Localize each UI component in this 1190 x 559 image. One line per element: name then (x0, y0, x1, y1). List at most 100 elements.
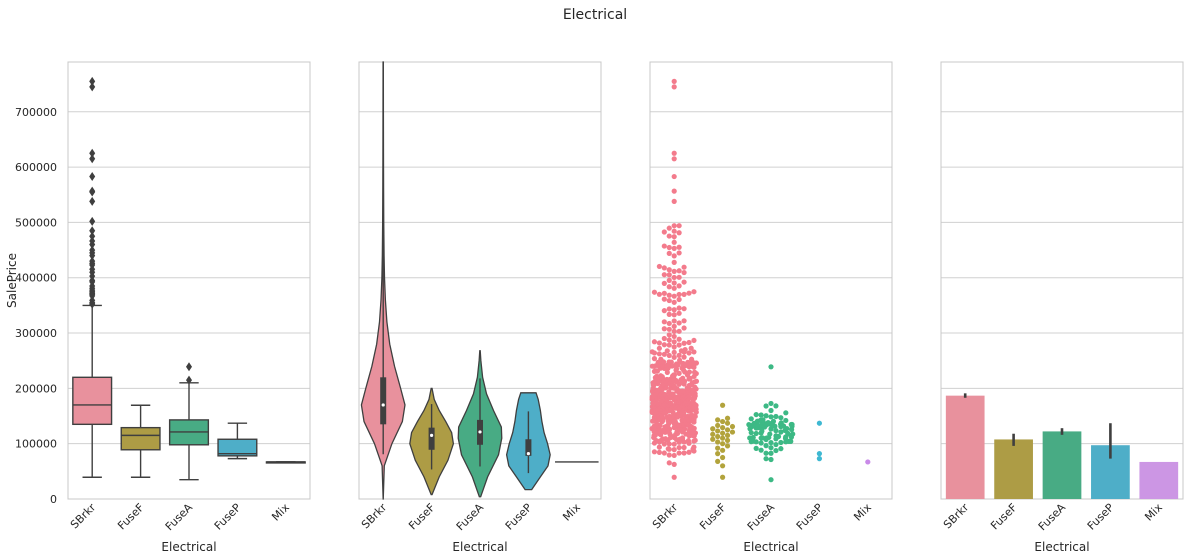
swarm-point (724, 437, 731, 443)
swarm-point (662, 436, 669, 442)
swarm-point (661, 342, 667, 348)
swarm-point (715, 428, 721, 434)
panel-violin: SBrkr FuseF FuseA FuseP Mix Electrical (358, 61, 602, 554)
box-flier (89, 299, 96, 309)
x-tick-label: FuseA (745, 501, 778, 534)
swarm-point (666, 225, 672, 231)
panel-box: 0 100000 200000 300000 400000 500000 600000 700… (5, 61, 311, 554)
swarm-point (720, 418, 726, 425)
swarm-point (661, 243, 667, 249)
swarm-point (715, 417, 721, 423)
swarm-point (682, 346, 688, 353)
box-body (120, 426, 161, 451)
y-axis-label: SalePrice (5, 253, 19, 308)
swarm-point (666, 297, 672, 304)
x-tick-label: FuseP (794, 501, 826, 533)
swarm-point (666, 342, 672, 348)
swarm-point (671, 253, 677, 259)
swarm-point (783, 417, 789, 424)
x-tick-label: SBrkr (941, 501, 972, 532)
swarm-point (671, 259, 677, 265)
swarm-point (656, 444, 662, 450)
y-tick-label: 0 (50, 493, 57, 506)
swarm-point (656, 263, 662, 270)
swarm-point (720, 463, 726, 469)
swarm-point (773, 441, 779, 448)
swarm-point (685, 438, 692, 444)
swarm-point (676, 268, 682, 274)
swarm-point (763, 413, 769, 419)
violin-median (478, 430, 482, 434)
swarm-point (666, 284, 672, 290)
chart-panels: 0 100000 200000 300000 400000 500000 600000 700… (5, 61, 1184, 554)
swarm-point (763, 403, 769, 409)
swarm-point (720, 402, 726, 408)
swarm-point (720, 441, 726, 447)
swarm-point (715, 439, 721, 445)
swarm-point (666, 233, 672, 239)
swarm-point (720, 430, 726, 436)
swarm-point (671, 333, 677, 340)
swarm-point (729, 423, 736, 430)
swarm-point (676, 444, 682, 451)
swarm-point (671, 312, 677, 318)
swarm-point (671, 461, 677, 467)
swarm-point (750, 438, 757, 444)
swarm-point (666, 244, 672, 251)
x-tick-label: FuseA (1036, 501, 1069, 534)
swarm-point (676, 296, 682, 303)
x-axis-label: Electrical (452, 540, 507, 554)
swarm-point (671, 447, 677, 453)
swarm-point (768, 364, 774, 370)
box-body (217, 438, 258, 457)
swarm-point (676, 291, 682, 298)
swarm-point (746, 422, 752, 428)
swarm-point (661, 450, 667, 456)
bar (945, 395, 985, 499)
x-axis-label: Electrical (161, 540, 216, 554)
box-flier (89, 251, 96, 261)
box-flier (186, 362, 192, 372)
x-tick-label: Mix (560, 501, 583, 524)
swarm-point (671, 188, 677, 194)
swarm-point (671, 323, 677, 329)
swarm-point (681, 264, 687, 270)
swarm-point (665, 446, 671, 452)
box-flier (89, 216, 96, 226)
swarm-point (671, 198, 677, 204)
swarm-point (724, 420, 731, 426)
swarm-point (720, 435, 726, 441)
swarm-point (656, 449, 662, 455)
swarm-point (724, 427, 731, 433)
swarm-point (816, 451, 823, 457)
x-tick-label: FuseP (503, 501, 535, 533)
swarm-point (710, 426, 716, 432)
swarm-point (676, 230, 682, 236)
swarm-point (666, 277, 672, 283)
swarm-point (661, 272, 667, 278)
swarm-point (788, 421, 794, 428)
box-flier (89, 154, 96, 164)
swarm-point (773, 428, 779, 434)
swarm-point (689, 412, 696, 419)
swarm-point (666, 292, 672, 298)
swarm-point (768, 445, 774, 451)
swarm-point (816, 456, 823, 462)
swarm-point (691, 444, 697, 450)
swarm-point (681, 325, 687, 331)
violin-median (526, 452, 531, 456)
swarm-point (710, 436, 716, 442)
box-body (72, 376, 113, 426)
swarm-point (671, 293, 677, 299)
violin-iqr (428, 427, 435, 450)
swarm-point (661, 351, 667, 357)
panel-swarm: SBrkr FuseF FuseA FuseP Mix Electrical (649, 61, 893, 554)
swarm-point (681, 269, 687, 276)
bar (994, 439, 1033, 499)
swarm-point (671, 173, 677, 180)
swarm-point (773, 433, 779, 439)
swarm-point (720, 447, 726, 453)
swarm-point (671, 441, 677, 447)
violin-iqr (525, 439, 532, 456)
box-flier (89, 76, 96, 86)
